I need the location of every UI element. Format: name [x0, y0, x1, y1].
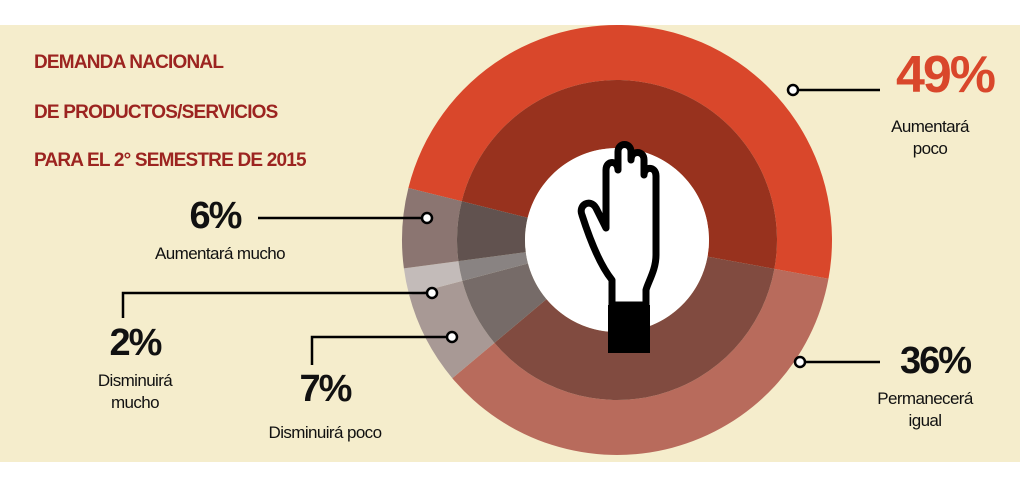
category-label: Aumentará poco	[891, 117, 969, 158]
value-label: 49%	[895, 46, 996, 104]
slice-inner	[457, 201, 528, 262]
value-label: 6%	[189, 195, 243, 237]
category-label: Permanecerá igual	[877, 389, 973, 430]
title-line: DEMANDA NACIONAL	[34, 52, 224, 73]
slice	[452, 268, 829, 455]
value-label: 36%	[899, 340, 972, 382]
slice	[403, 261, 463, 295]
slice-inner	[462, 263, 547, 343]
slice-inner	[458, 252, 529, 281]
slice-inner	[461, 79, 778, 269]
leaders	[121, 83, 880, 369]
category-label: Aumentará mucho	[155, 244, 286, 263]
hand-icon	[577, 141, 660, 353]
title-line: PARA EL 2° SEMESTRE DE 2015	[34, 150, 307, 171]
category-label: Disminuirá mucho	[97, 371, 173, 412]
title-line: DE PRODUCTOS/SERVICIOS	[34, 102, 278, 123]
slice-inner	[494, 256, 775, 401]
value-label: 2%	[109, 322, 163, 364]
category-label: Disminuirá poco	[268, 423, 382, 442]
slice	[408, 24, 833, 279]
slice	[409, 280, 495, 379]
value-label: 7%	[299, 368, 353, 410]
slice	[402, 187, 462, 269]
